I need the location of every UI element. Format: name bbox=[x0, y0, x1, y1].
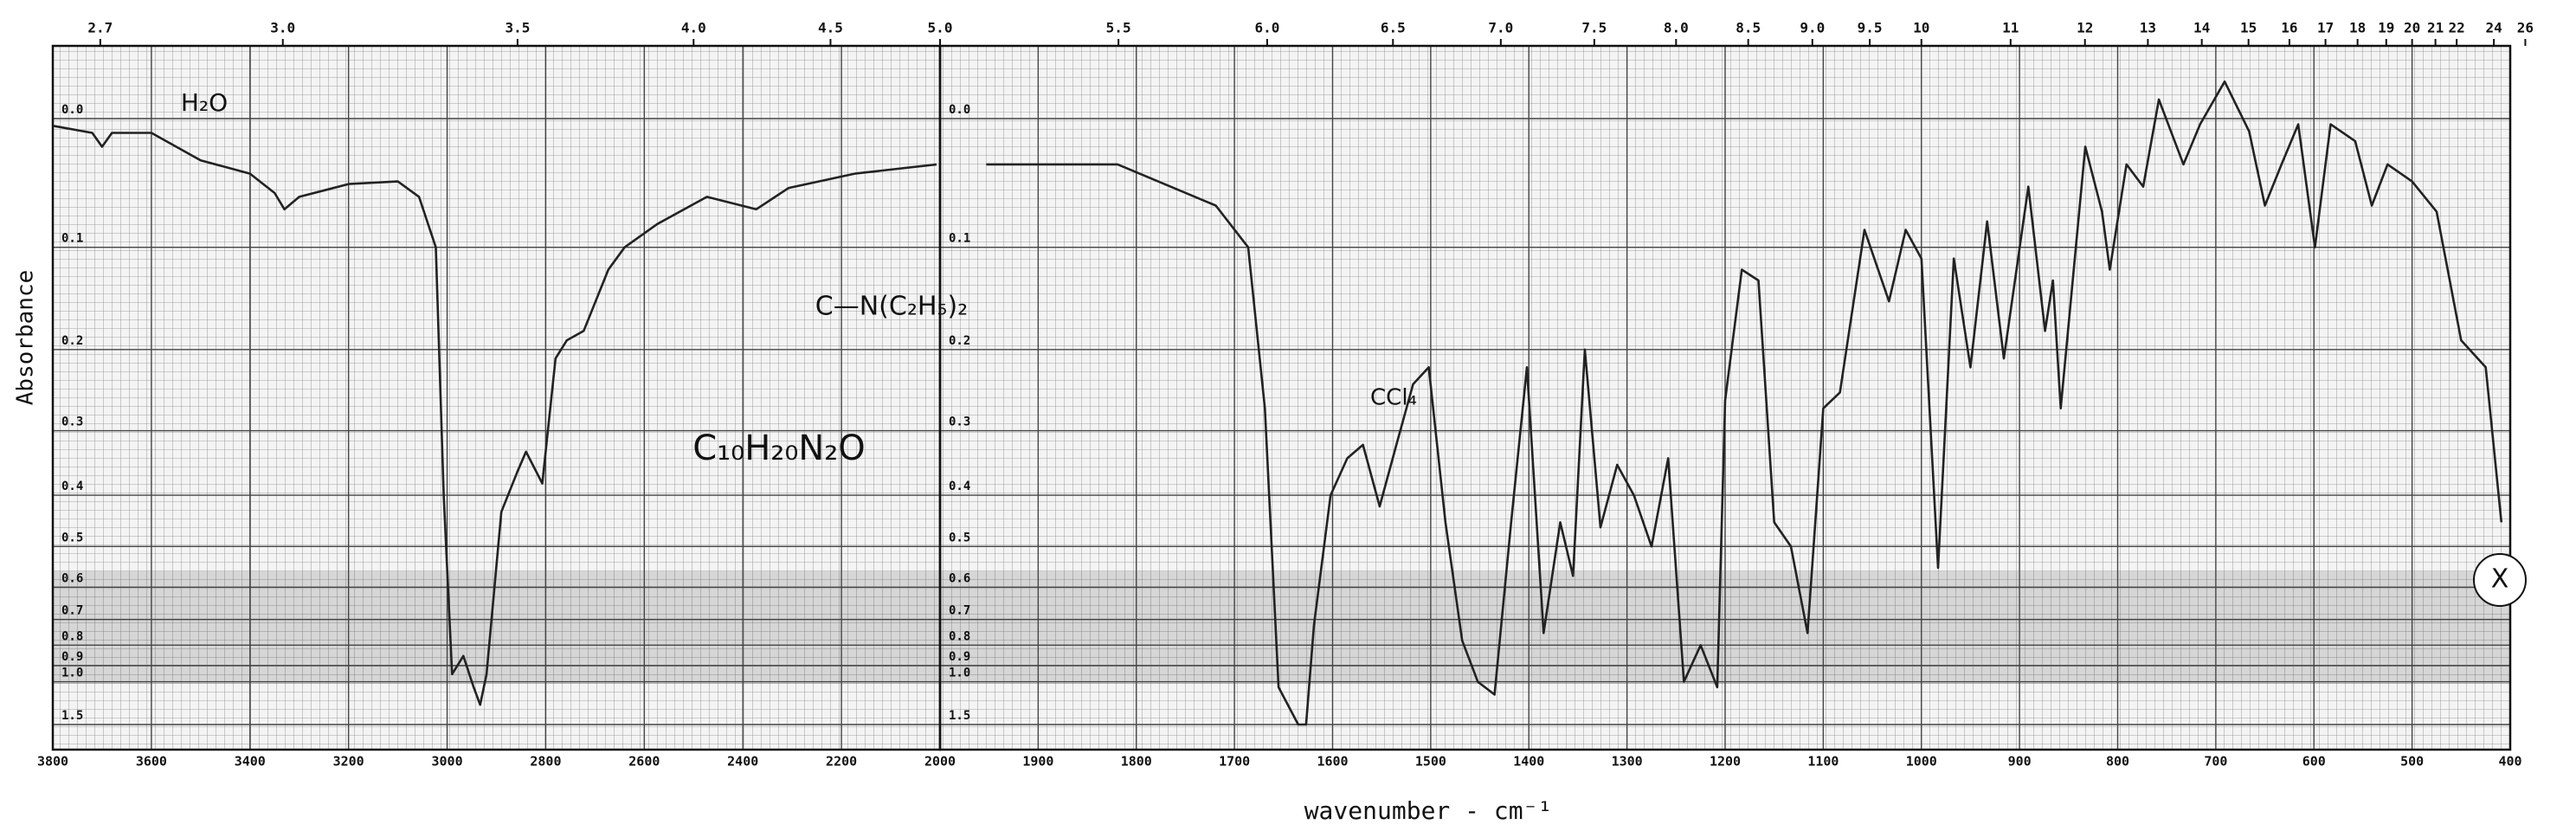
y-tick-label: 0.3 bbox=[949, 416, 970, 429]
x-tick-label: 1300 bbox=[1612, 754, 1643, 770]
top-tick-label: 8.0 bbox=[1664, 20, 1689, 36]
y-tick-label: 0.7 bbox=[949, 604, 970, 618]
grid-paper bbox=[53, 46, 2510, 750]
x-tick-label: 1600 bbox=[1317, 754, 1348, 770]
annotation: C₁₀H₂₀N₂O bbox=[692, 428, 866, 468]
x-tick-label: 1800 bbox=[1121, 754, 1152, 770]
x-tick-label: 2000 bbox=[924, 754, 956, 770]
x-tick-label: 3200 bbox=[333, 754, 364, 770]
annotation: CCl₄ bbox=[1370, 385, 1417, 411]
y-tick-label: 1.0 bbox=[61, 667, 83, 680]
top-tick-label: 24 bbox=[2485, 20, 2502, 36]
top-tick-label: 11 bbox=[2002, 20, 2019, 36]
y-tick-label: 0.2 bbox=[949, 334, 970, 348]
top-tick-label: 9.0 bbox=[1800, 20, 1825, 36]
y-tick-label: 0.5 bbox=[949, 531, 970, 544]
y-tick-label: 0.8 bbox=[949, 629, 970, 643]
x-tick-label: 2200 bbox=[826, 754, 857, 770]
x-tick-label: 1000 bbox=[1906, 754, 1937, 770]
scan-shading bbox=[53, 571, 2510, 684]
marker-circle bbox=[2473, 553, 2527, 607]
x-tick-label: 1400 bbox=[1513, 754, 1544, 770]
top-tick-label: 15 bbox=[2240, 20, 2257, 36]
spectrum-line bbox=[986, 80, 2503, 726]
y-tick-label: 0.6 bbox=[61, 571, 83, 585]
x-tick-label: 800 bbox=[2106, 754, 2129, 770]
x-tick-label: 1900 bbox=[1022, 754, 1053, 770]
y-tick-label: 1.5 bbox=[949, 709, 970, 723]
top-tick-label: 19 bbox=[2378, 20, 2394, 36]
y-tick-label: 0.8 bbox=[61, 629, 83, 643]
x-tick-label: 3800 bbox=[37, 754, 68, 770]
x-tick-label: 3600 bbox=[136, 754, 167, 770]
x-tick-label: 2600 bbox=[628, 754, 660, 770]
top-tick-label: 17 bbox=[2317, 20, 2334, 36]
x-tick-label: 1500 bbox=[1415, 754, 1446, 770]
y-tick-label: 1.0 bbox=[949, 667, 970, 680]
y-tick-label: 0.0 bbox=[61, 103, 83, 117]
y-tick-label: 0.9 bbox=[61, 650, 83, 664]
x-axis-label: wavenumber - cm⁻¹ bbox=[1304, 796, 1553, 825]
top-tick-label: 13 bbox=[2140, 20, 2156, 36]
y-tick-label: 1.5 bbox=[61, 709, 83, 723]
plot-frame bbox=[938, 44, 2512, 751]
x-tick-label: 1700 bbox=[1219, 754, 1250, 770]
y-tick-label: 0.4 bbox=[949, 480, 970, 493]
y-tick-label: 0.4 bbox=[61, 480, 83, 493]
top-tick-label: 3.5 bbox=[505, 20, 530, 36]
x-tick-label: 700 bbox=[2204, 754, 2227, 770]
y-tick-label: 0.0 bbox=[949, 103, 970, 117]
top-tick-label: 7.5 bbox=[1581, 20, 1607, 36]
top-tick-label: 26 bbox=[2517, 20, 2534, 36]
annotation: H₂O bbox=[181, 88, 228, 117]
x-tick-label: 400 bbox=[2498, 754, 2521, 770]
annotation: C—N(C₂H₅)₂ bbox=[815, 292, 968, 322]
top-tick-label: 5.5 bbox=[1106, 20, 1131, 36]
top-tick-label: 21 bbox=[2427, 20, 2444, 36]
top-tick-label: 2.7 bbox=[87, 20, 113, 36]
top-tick-label: 4.0 bbox=[681, 20, 706, 36]
top-tick-label: 9.5 bbox=[1858, 20, 1883, 36]
y-tick-label: 0.2 bbox=[61, 334, 83, 348]
y-axis-label: Absorbance bbox=[13, 270, 39, 406]
top-tick-label: 6.0 bbox=[1254, 20, 1279, 36]
x-tick-label: 1200 bbox=[1710, 754, 1741, 770]
spectrum-line bbox=[52, 125, 937, 706]
x-tick-label: 2400 bbox=[727, 754, 758, 770]
x-tick-label: 600 bbox=[2302, 754, 2326, 770]
y-tick-label: 0.7 bbox=[61, 604, 83, 618]
top-tick-label: 5.0 bbox=[928, 20, 953, 36]
top-tick-label: 8.5 bbox=[1736, 20, 1761, 36]
top-tick-label: 12 bbox=[2077, 20, 2093, 36]
x-tick-label: 500 bbox=[2400, 754, 2424, 770]
x-tick-label: 2800 bbox=[530, 754, 561, 770]
top-tick-label: 10 bbox=[1913, 20, 1929, 36]
top-tick-label: 16 bbox=[2281, 20, 2297, 36]
x-tick-label: 900 bbox=[2008, 754, 2032, 770]
top-tick-label: 18 bbox=[2349, 20, 2366, 36]
top-tick-label: 6.5 bbox=[1381, 20, 1406, 36]
top-tick-label: 3.0 bbox=[270, 20, 295, 36]
x-tick-label: 3400 bbox=[235, 754, 266, 770]
x-tick-label: 3000 bbox=[431, 754, 462, 770]
top-tick-label: 20 bbox=[2404, 20, 2420, 36]
top-tick-label: 22 bbox=[2449, 20, 2465, 36]
y-tick-label: 0.6 bbox=[949, 571, 970, 585]
y-tick-label: 0.9 bbox=[949, 650, 970, 664]
y-tick-label: 0.3 bbox=[61, 416, 83, 429]
y-tick-label: 0.1 bbox=[949, 232, 970, 246]
y-tick-label: 0.1 bbox=[61, 232, 83, 246]
top-tick-label: 14 bbox=[2193, 20, 2210, 36]
annotation: X bbox=[2491, 564, 2509, 595]
x-tick-label: 1100 bbox=[1807, 754, 1839, 770]
top-tick-label: 4.5 bbox=[818, 20, 843, 36]
top-tick-label: 7.0 bbox=[1488, 20, 1513, 36]
y-tick-label: 0.5 bbox=[61, 531, 83, 544]
